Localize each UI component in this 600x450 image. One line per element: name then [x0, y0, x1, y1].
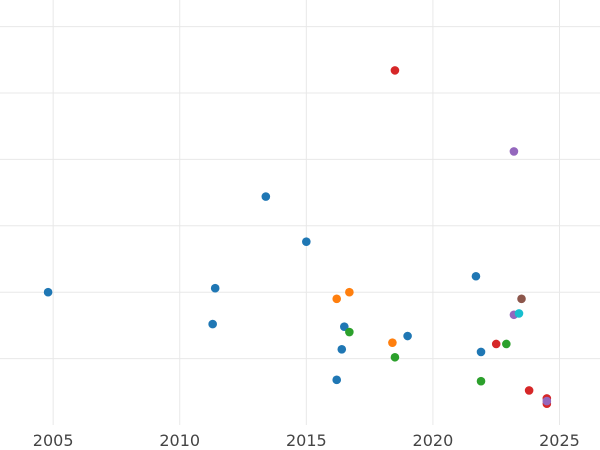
x-tick-label: 2020: [413, 431, 454, 450]
x-tick-label: 2025: [539, 431, 580, 450]
data-point: [210, 283, 220, 293]
data-point: [332, 294, 342, 304]
data-point: [502, 339, 511, 349]
data-point: [542, 396, 552, 406]
data-point: [471, 271, 481, 281]
data-point: [476, 347, 486, 357]
data-point: [476, 376, 486, 386]
data-point: [390, 66, 400, 75]
data-points: [43, 66, 552, 409]
data-point: [388, 338, 397, 347]
data-point: [390, 352, 400, 362]
x-tick-label: 2010: [159, 431, 200, 450]
data-point: [491, 339, 501, 349]
data-point: [509, 147, 519, 156]
data-point: [43, 287, 53, 297]
x-axis-ticks: 2005 2010 2015 2020 2025: [33, 431, 580, 450]
x-tick-label: 2015: [286, 431, 327, 450]
grid: [0, 0, 600, 425]
data-point: [403, 331, 412, 341]
data-point: [208, 319, 217, 329]
x-tick-label: 2005: [33, 431, 74, 450]
data-point: [261, 192, 271, 201]
data-point: [524, 386, 534, 395]
data-point: [332, 375, 342, 385]
data-point: [517, 294, 526, 304]
data-point: [345, 287, 354, 297]
data-point: [345, 327, 354, 337]
data-point: [302, 237, 311, 247]
data-point: [337, 344, 347, 354]
data-point: [514, 309, 524, 318]
